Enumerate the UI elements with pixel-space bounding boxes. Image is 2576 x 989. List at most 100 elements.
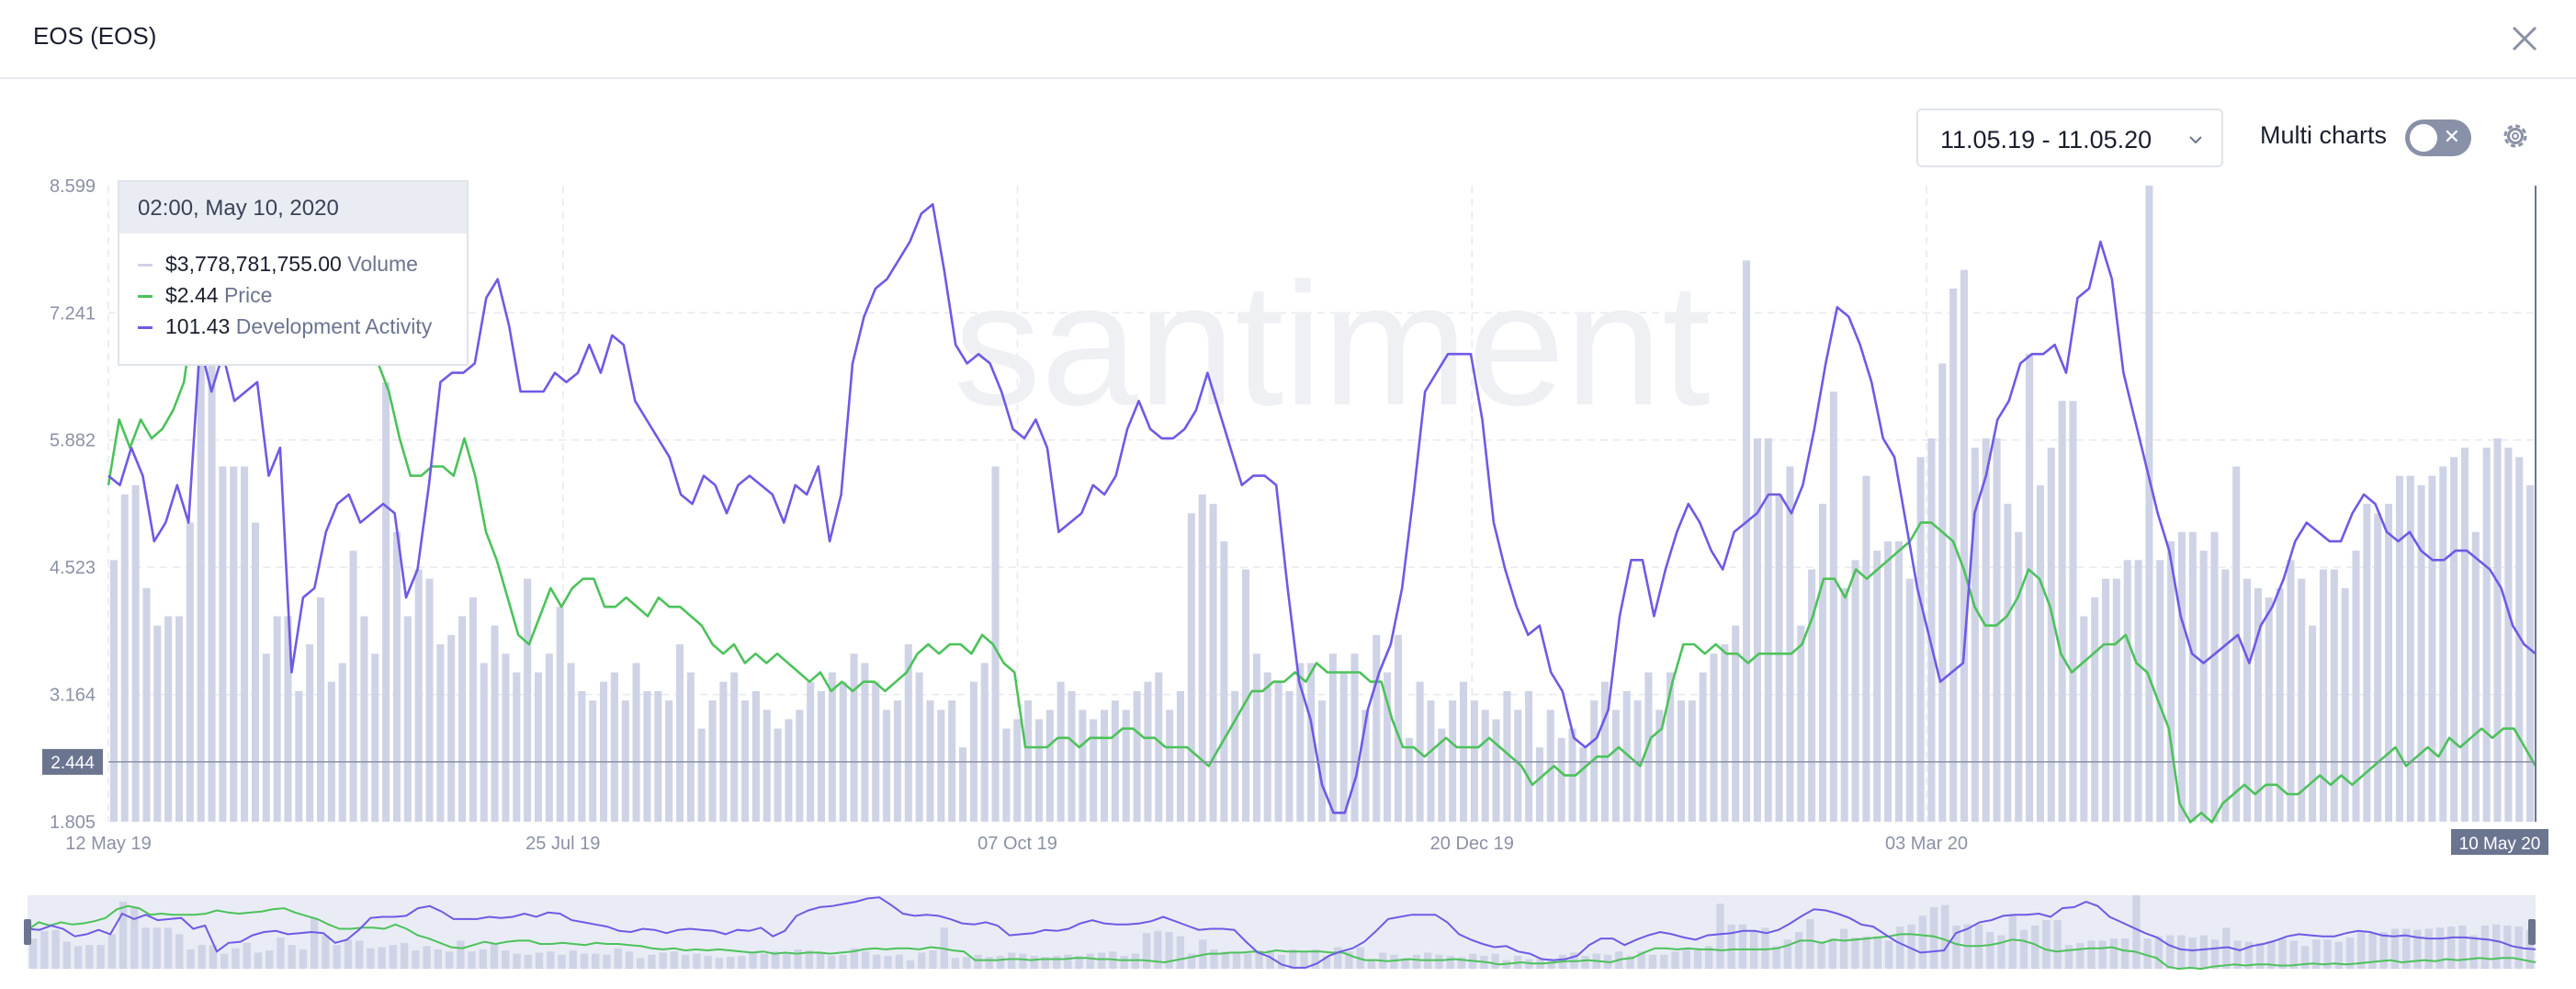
legend-swatch [138, 295, 153, 299]
navigator-bar [1896, 926, 1904, 969]
current-value-label: 2.444 [51, 754, 95, 773]
navigator-bar [1986, 932, 1994, 969]
y-axis: 8.599 7.241 5.882 4.523 3.164 1.805 [50, 176, 96, 833]
volume-bar [2004, 504, 2012, 822]
volume-bar [1753, 438, 1761, 822]
navigator-bar [2357, 932, 2366, 969]
volume-bar [120, 494, 129, 822]
volume-bar [1960, 269, 1969, 822]
navigator-bar [130, 908, 139, 969]
volume-bar [675, 643, 684, 822]
volume-bar [2254, 587, 2262, 822]
navigator-bar [1334, 947, 1342, 969]
volume-bar [2232, 466, 2241, 822]
volume-bar [665, 700, 673, 822]
navigator-bar [1738, 924, 1747, 969]
navigator-bar [1232, 952, 1241, 969]
navigator-bar [311, 917, 319, 969]
navigator-bar [73, 946, 83, 969]
navigator-bar [569, 950, 577, 969]
navigator-bar [479, 949, 487, 969]
y-tick-label: 5.882 [50, 431, 96, 451]
volume-bar [1688, 700, 1696, 822]
navigator-bar [1929, 906, 1938, 969]
volume-bar [2276, 587, 2284, 822]
volume-bar [807, 681, 815, 822]
volume-bar [403, 616, 412, 822]
navigator-bar [1221, 951, 1229, 969]
navigator-bar [220, 953, 229, 969]
volume-bar [2309, 625, 2317, 822]
volume-bar [273, 616, 281, 822]
navigator-bar [434, 949, 443, 969]
volume-bar [1764, 438, 1772, 822]
volume-bar [545, 654, 553, 822]
volume-bar [153, 625, 162, 822]
navigator-bar [648, 954, 656, 969]
volume-bar [1274, 681, 1282, 822]
navigator-bar [1648, 954, 1657, 969]
navigator-bar [2267, 941, 2276, 969]
navigator-bar [670, 951, 679, 969]
navigator-handle-right[interactable] [2528, 919, 2536, 945]
close-icon[interactable] [2506, 20, 2543, 57]
navigator-bar [828, 955, 836, 969]
volume-bar [131, 484, 140, 822]
volume-bar [2036, 484, 2044, 822]
tooltip-row-volume: $3,778,781,755.00 Volume [138, 252, 418, 277]
volume-bar [2265, 597, 2273, 822]
navigator-bar [277, 937, 285, 969]
navigator-bar [2210, 939, 2220, 969]
volume-bar [1024, 700, 1033, 822]
navigator-bar [198, 945, 206, 969]
volume-bar [1601, 681, 1610, 822]
navigator-bar [2334, 941, 2343, 969]
volume-bar [2177, 531, 2186, 822]
volume-bar [1894, 540, 1903, 822]
navigator-bar [299, 949, 308, 969]
volume-bar [2406, 475, 2414, 822]
date-range-select[interactable]: 11.05.19 - 11.05.20 [1916, 108, 2223, 167]
navigator-bar [2491, 924, 2501, 969]
volume-bar [1438, 728, 1446, 822]
navigator-bar [2300, 946, 2310, 969]
navigator-bar [457, 940, 465, 969]
volume-bar [458, 616, 467, 822]
volume-bar [1144, 681, 1152, 822]
navigator-bar [749, 952, 757, 969]
volume-bar [219, 466, 227, 822]
volume-bar [1557, 737, 1565, 822]
multi-charts-toggle[interactable]: ✕ [2405, 119, 2471, 156]
volume-bar [796, 710, 804, 822]
navigator-bar [1941, 904, 1949, 969]
navigator-bar [502, 950, 510, 969]
volume-bar [589, 700, 597, 822]
volume-bar [1220, 540, 1228, 822]
volume-bar [1470, 700, 1478, 822]
volume-bar [643, 690, 651, 822]
volume-bar [2428, 475, 2436, 822]
volume-bar [621, 700, 629, 822]
volume-bar [1263, 672, 1271, 822]
volume-bar [959, 747, 967, 822]
volume-bar [502, 654, 510, 822]
volume-bar [175, 616, 184, 822]
volume-bar [425, 578, 434, 822]
volume-bar [2243, 578, 2252, 822]
navigator-bar [592, 953, 600, 969]
price-line [107, 278, 2537, 824]
dev-activity-line [107, 203, 2536, 814]
multi-charts-label: Multi charts [2260, 121, 2388, 149]
volume-bar [316, 597, 325, 822]
gear-icon[interactable] [2497, 118, 2534, 154]
volume-bar [1797, 625, 1805, 822]
navigator-bar [1682, 949, 1690, 969]
volume-bar [1775, 494, 1783, 822]
volume-bar [2026, 354, 2034, 822]
series-lines [107, 203, 2537, 824]
navigator-bar [1435, 954, 1443, 969]
navigator-handle-left[interactable] [24, 919, 31, 945]
volume-bar [208, 298, 216, 822]
navigator-bar [1716, 904, 1724, 969]
